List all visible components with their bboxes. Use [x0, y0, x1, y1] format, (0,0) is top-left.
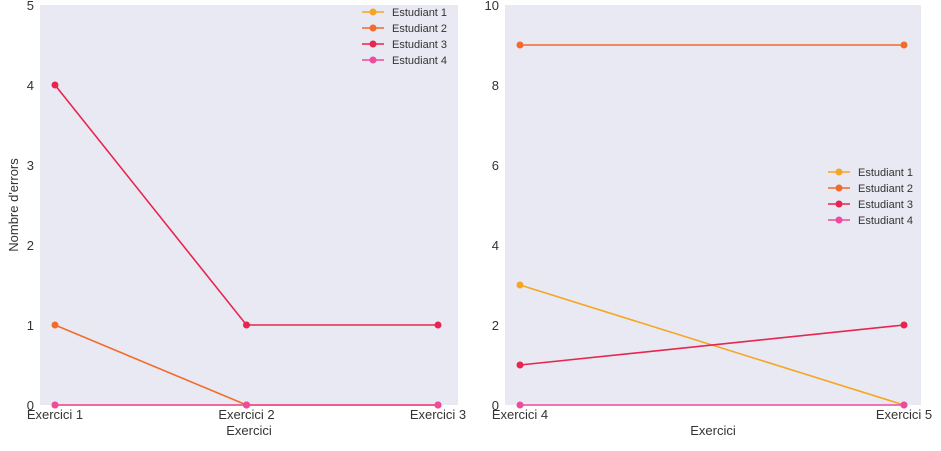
- legend-entry: Estudiant 3: [392, 39, 447, 51]
- x-tick-label: Exercici 5: [876, 407, 932, 422]
- chart-panel-2: 0 2 4 6 8 10 Exercici 4 Exercici 5 Exercici Estud…: [485, 0, 933, 438]
- data-point: [434, 401, 442, 409]
- x-tick-label: Exercici 2: [218, 407, 274, 422]
- x-tick-label: Exercici 3: [410, 407, 466, 422]
- data-point: [434, 321, 442, 329]
- legend-entry: Estudiant 2: [392, 23, 447, 35]
- data-point: [516, 41, 524, 49]
- chart-panel-1: 0 1 2 3 4 5 Exercici 1 Exercici 2 Exercici 3 Exer…: [6, 0, 466, 438]
- plot-area-2: [505, 5, 921, 405]
- y-axis-label: Nombre d'errors: [6, 158, 21, 252]
- y-tick-label: 10: [485, 0, 499, 13]
- y-tick-label: 4: [27, 78, 34, 93]
- x-tick-label: Exercici 1: [27, 407, 83, 422]
- x-axis-label: Exercici: [690, 423, 736, 438]
- legend-entry: Estudiant 3: [858, 199, 913, 211]
- data-point: [51, 401, 59, 409]
- legend-entry: Estudiant 4: [392, 55, 447, 67]
- data-point: [900, 401, 908, 409]
- data-point: [900, 321, 908, 329]
- legend-marker: [835, 200, 843, 208]
- y-tick-label: 4: [492, 238, 499, 253]
- legend-entry: Estudiant 2: [858, 183, 913, 195]
- y-tick-label: 3: [27, 158, 34, 173]
- plot-area-1: [40, 5, 458, 405]
- data-point: [51, 321, 59, 329]
- data-point: [516, 401, 524, 409]
- y-tick-label: 6: [492, 158, 499, 173]
- y-tick-label: 1: [27, 318, 34, 333]
- legend-marker: [369, 40, 377, 48]
- legend-marker: [835, 168, 843, 176]
- y-tick-label: 0: [27, 398, 34, 413]
- legend-entry: Estudiant 1: [858, 167, 913, 179]
- data-point: [243, 321, 250, 329]
- data-point: [243, 401, 250, 409]
- legend-2: Estudiant 1 Estudiant 2 Estudiant 3 Estudia…: [828, 167, 913, 227]
- data-point: [516, 281, 524, 289]
- legend-marker: [369, 56, 377, 64]
- x-tick-label: Exercici 4: [492, 407, 548, 422]
- y-tick-label: 2: [492, 318, 499, 333]
- data-point: [51, 81, 59, 89]
- legend-1: Estudiant 1 Estudiant 2 Estudiant 3 Estudia…: [362, 7, 447, 67]
- y-tick-label: 0: [492, 398, 499, 413]
- legend-marker: [369, 24, 377, 32]
- y-tick-label: 5: [27, 0, 34, 13]
- series-line-3: [519, 324, 905, 366]
- x-axis-label: Exercici: [226, 423, 272, 438]
- legend-marker: [835, 216, 843, 224]
- legend-marker: [835, 184, 843, 192]
- y-tick-label: 8: [492, 78, 499, 93]
- data-point: [516, 361, 524, 369]
- legend-marker: [369, 8, 377, 16]
- data-point: [900, 41, 908, 49]
- y-tick-label: 2: [27, 238, 34, 253]
- legend-entry: Estudiant 1: [392, 7, 447, 19]
- legend-entry: Estudiant 4: [858, 215, 913, 227]
